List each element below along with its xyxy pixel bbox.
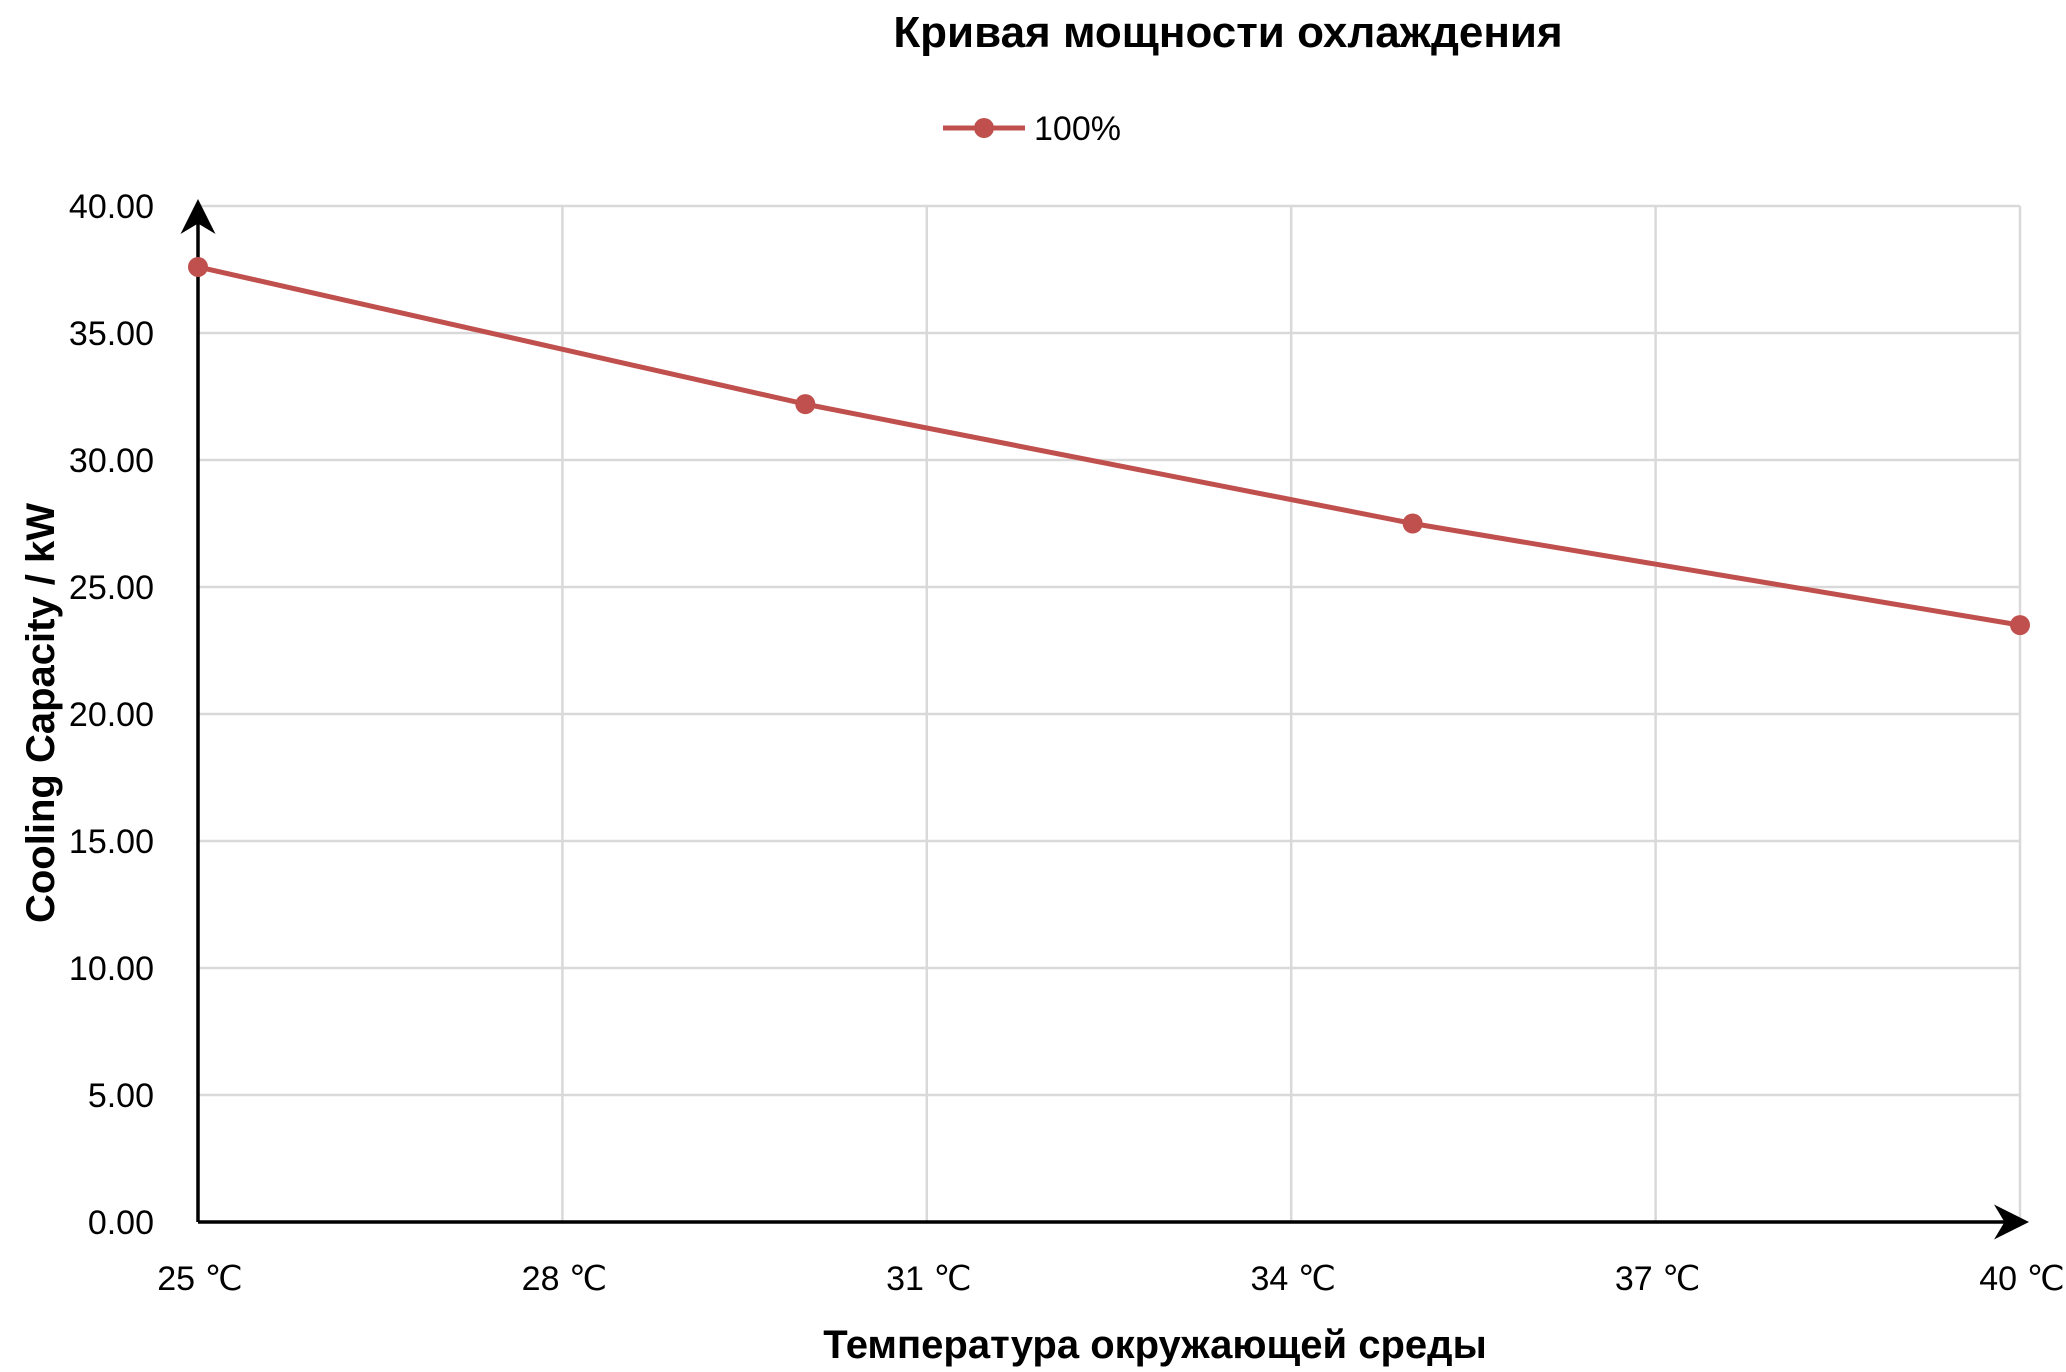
- y-tick-label: 30.00: [69, 442, 154, 480]
- chart-title: Кривая мощности охлаждения: [893, 8, 1562, 57]
- y-axis-title: Cooling Capacity / kW: [19, 503, 63, 923]
- legend: 100%: [943, 110, 1121, 148]
- y-tick-labels: 0.00 5.00 10.00 15.00 20.00 25.00 30.00 35.00 40…: [69, 188, 154, 1242]
- series: [188, 256, 2030, 636]
- series-line: [197, 264, 2021, 628]
- grid: [198, 204, 2022, 1222]
- y-tick-label: 15.00: [69, 823, 154, 861]
- x-tick-label: 34 ℃: [1250, 1260, 1335, 1298]
- data-point: [2010, 615, 2030, 636]
- data-point: [1402, 513, 1423, 534]
- data-point: [188, 256, 208, 277]
- legend-series-label: 100%: [1034, 110, 1121, 148]
- legend-series-marker: [974, 118, 994, 138]
- x-tick-label: 28 ℃: [522, 1260, 607, 1298]
- x-tick-label: 40 ℃: [1979, 1260, 2064, 1298]
- data-point: [795, 394, 816, 415]
- x-tick-label: 37 ℃: [1615, 1260, 1700, 1298]
- x-tick-label: 31 ℃: [886, 1260, 971, 1298]
- axes: [180, 199, 2029, 1240]
- y-tick-label: 35.00: [69, 315, 154, 353]
- y-tick-label: 10.00: [69, 950, 154, 988]
- y-tick-label: 20.00: [69, 696, 154, 734]
- x-tick-label: 25 ℃: [157, 1260, 242, 1298]
- y-tick-label: 25.00: [69, 569, 154, 607]
- y-tick-label: 40.00: [69, 188, 154, 226]
- x-axis-title: Температура окружающей среды: [823, 1323, 1486, 1367]
- x-tick-labels: 25 ℃ 28 ℃ 31 ℃ 34 ℃ 37 ℃ 40 ℃: [157, 1260, 2064, 1298]
- y-tick-label: 0.00: [88, 1204, 154, 1242]
- y-tick-label: 5.00: [88, 1077, 154, 1115]
